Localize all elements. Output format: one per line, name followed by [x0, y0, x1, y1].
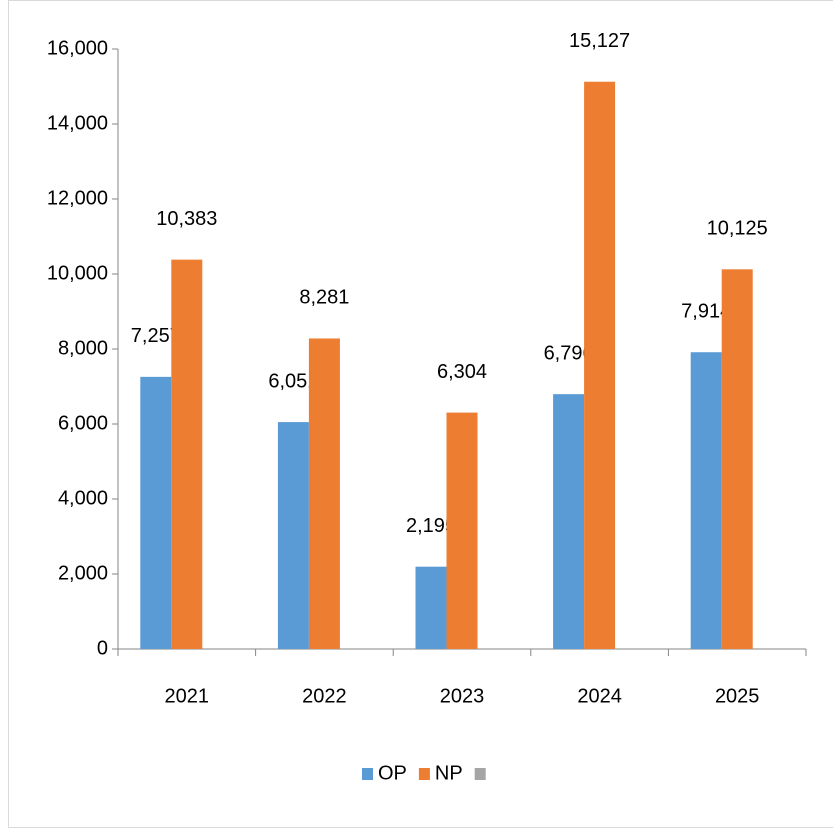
data-label: 6,051 — [268, 370, 318, 392]
y-tick-label: 10,000 — [47, 262, 108, 284]
bar — [446, 412, 478, 649]
data-label: 6,796 — [544, 342, 594, 364]
y-tick-label: 2,000 — [58, 562, 108, 584]
bar — [721, 269, 753, 649]
bar — [171, 259, 203, 649]
bar — [553, 394, 585, 649]
legend-label: NP — [435, 762, 463, 784]
bar — [690, 352, 722, 649]
data-label: 7,914 — [681, 301, 731, 323]
data-label: 10,383 — [156, 208, 217, 230]
legend-swatch — [362, 768, 373, 780]
data-label: 6,304 — [437, 361, 487, 383]
legend-swatch — [474, 768, 486, 780]
data-label: 8,281 — [299, 287, 349, 309]
y-tick-label: 6,000 — [58, 412, 108, 434]
legend-label: OP — [378, 762, 407, 784]
bar — [308, 338, 340, 649]
data-label: 10,125 — [707, 218, 768, 240]
data-label: 2,195 — [406, 515, 456, 537]
x-tick-label: 2021 — [165, 685, 210, 707]
y-tick-label: 14,000 — [47, 112, 108, 134]
data-label: 15,127 — [569, 30, 630, 52]
legend-swatch — [418, 768, 430, 780]
bar — [277, 422, 309, 649]
bar — [415, 566, 447, 649]
x-tick-label: 2025 — [715, 685, 760, 707]
x-tick-label: 2024 — [577, 685, 622, 707]
y-tick-label: 16,000 — [47, 37, 108, 59]
y-tick-label: 0 — [97, 637, 108, 659]
x-tick-label: 2022 — [302, 685, 347, 707]
y-tick-label: 8,000 — [58, 337, 108, 359]
data-label: 7,257 — [131, 325, 181, 347]
x-tick-label: 2023 — [440, 685, 485, 707]
bar — [584, 81, 616, 650]
y-tick-label: 4,000 — [58, 487, 108, 509]
bar — [140, 376, 172, 649]
y-tick-label: 12,000 — [47, 187, 108, 209]
